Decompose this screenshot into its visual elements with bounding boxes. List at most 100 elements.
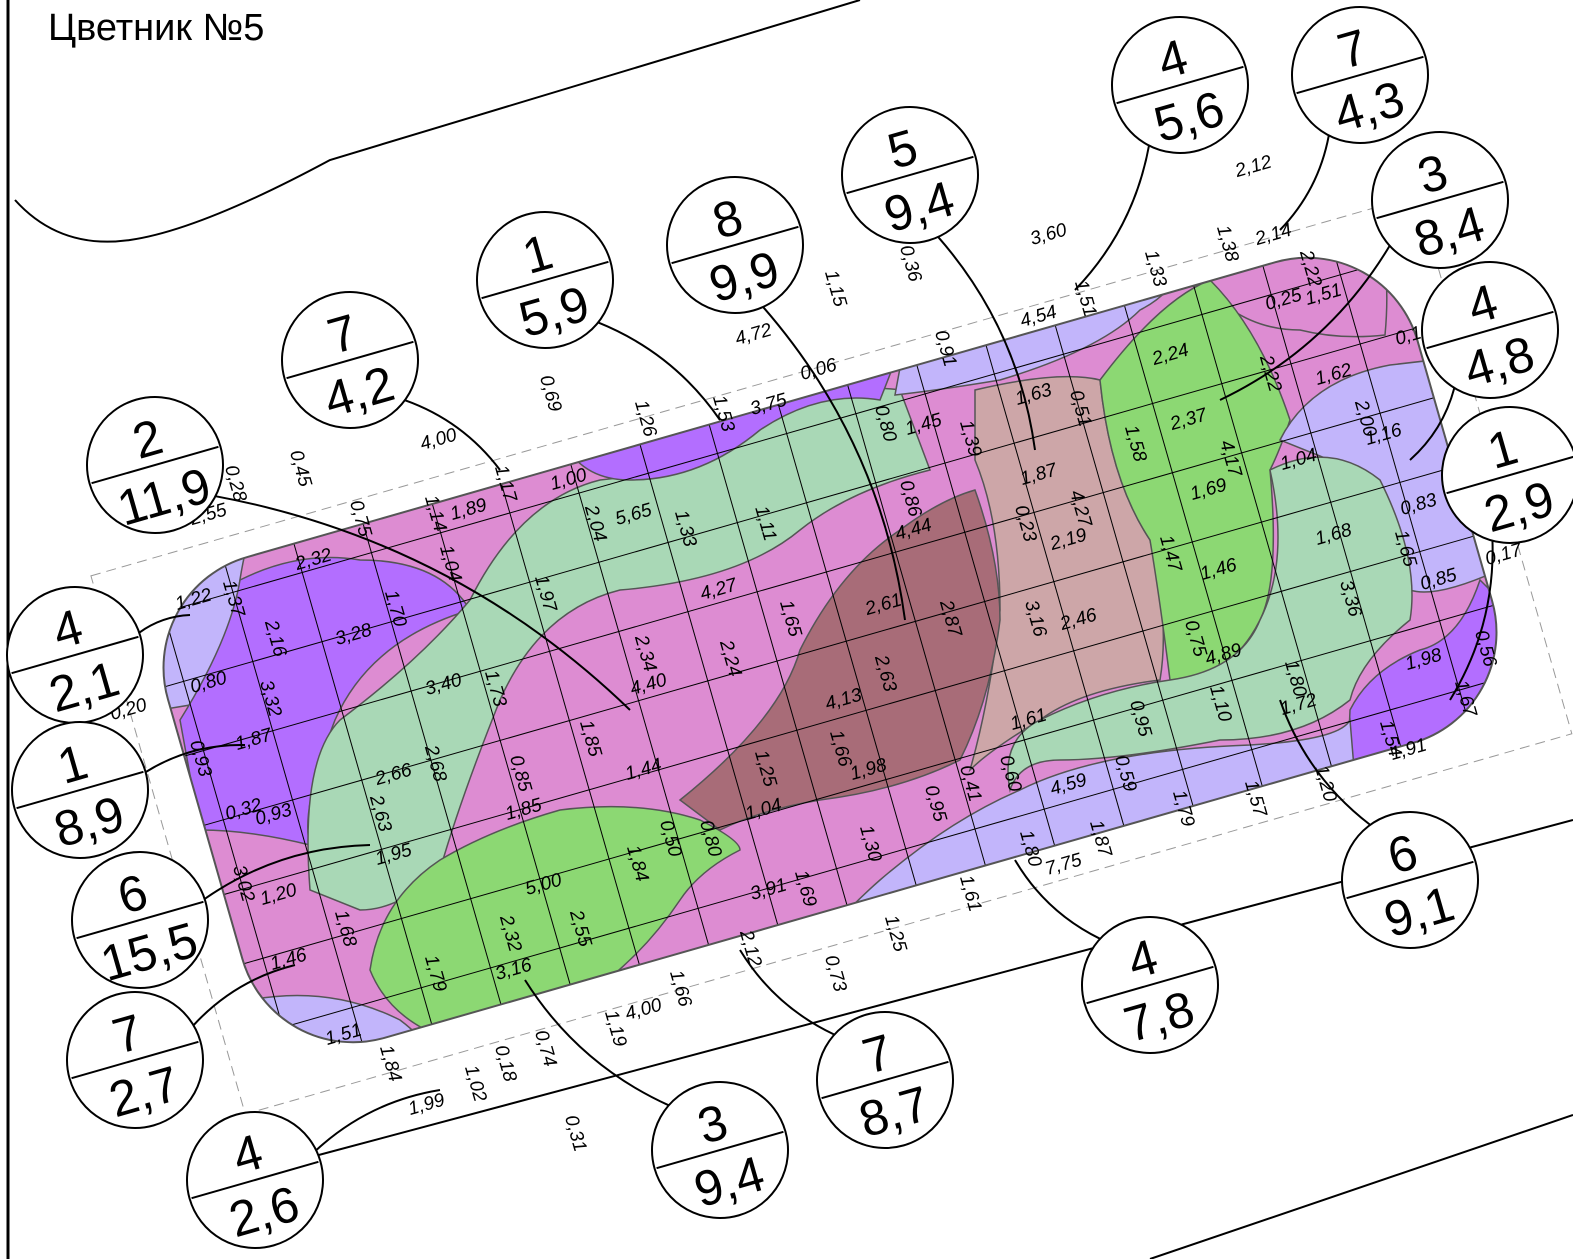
dimension-label: 4,72 xyxy=(733,319,775,349)
callout-divider xyxy=(481,260,609,300)
grid-line xyxy=(290,533,435,1035)
callout: 615,5 xyxy=(71,851,209,992)
planting-area xyxy=(1007,456,1413,793)
callout: 45,6 xyxy=(1111,16,1249,154)
leader-line xyxy=(1074,145,1150,291)
leader-line xyxy=(1219,245,1391,401)
callout: 72,7 xyxy=(66,991,204,1129)
grid-line xyxy=(136,256,1404,621)
callout: 89,9 xyxy=(666,176,804,314)
dimension-label: 2,12 xyxy=(735,927,766,970)
dimension-label: 1,15 xyxy=(820,268,850,310)
grid-line xyxy=(498,474,643,975)
callout-divider xyxy=(1086,965,1214,1005)
callout-divider xyxy=(71,1040,199,1080)
callout: 42,6 xyxy=(186,1111,324,1249)
callout: 18,9 xyxy=(11,721,149,859)
dimension-label: 1,61 xyxy=(955,873,985,914)
leader-line xyxy=(215,495,631,711)
dimension-label: 1,02 xyxy=(460,1063,490,1105)
leader-line xyxy=(1279,135,1330,231)
dimension-label: 1,33 xyxy=(1140,248,1170,290)
callout: 38,4 xyxy=(1371,131,1509,269)
callout: 12,9 xyxy=(1441,406,1573,544)
grid-line xyxy=(429,494,574,995)
dimension-label: 0,69 xyxy=(535,373,565,415)
dimension-label: 1,25 xyxy=(880,913,910,955)
leader-line xyxy=(404,399,501,471)
dimension-label: 1,51 xyxy=(1070,278,1100,319)
callout-divider xyxy=(76,900,204,940)
dimension-label: 1,99 xyxy=(406,1089,448,1119)
callout-divider xyxy=(671,225,799,265)
callout: 47,8 xyxy=(1081,916,1219,1054)
planting-area xyxy=(1099,279,1291,681)
grid-line xyxy=(1190,275,1335,777)
callout-divider xyxy=(1426,310,1554,350)
callout-divider xyxy=(91,445,219,485)
grid-line xyxy=(174,394,1444,760)
leader-line xyxy=(762,306,906,621)
grid-line xyxy=(567,454,712,955)
dimension-label: 4,00 xyxy=(623,994,665,1024)
callout-divider xyxy=(656,1130,784,1170)
leader-line xyxy=(145,743,246,773)
callout-divider xyxy=(16,770,144,810)
callout: 59,4 xyxy=(841,106,979,244)
callout-divider xyxy=(191,1160,319,1200)
path-edge xyxy=(14,0,861,243)
planting-grid xyxy=(136,236,1524,1070)
leader-line xyxy=(524,979,670,1107)
dimension-label: 0,31 xyxy=(560,1113,590,1154)
grid-line xyxy=(253,671,1524,1037)
leader-line xyxy=(192,964,296,1026)
grid-line xyxy=(359,514,505,1015)
grid-line xyxy=(194,463,1464,829)
dimension-label: 3,60 xyxy=(1028,219,1070,249)
grid-line xyxy=(152,573,297,1070)
callout: 15,9 xyxy=(476,211,614,349)
dimension-label: 1,38 xyxy=(1212,223,1242,265)
leader-line xyxy=(204,844,371,900)
callout-divider xyxy=(1296,55,1424,95)
grid-line xyxy=(1121,295,1266,796)
callout-divider xyxy=(1346,860,1474,900)
grid-line xyxy=(154,325,1424,691)
title: Цветник №5 xyxy=(48,7,264,49)
leader-line xyxy=(315,1089,441,1151)
dimension-label: 0,45 xyxy=(285,448,315,490)
dimension-label: 2,14 xyxy=(1252,220,1294,251)
dimension-label: 4,00 xyxy=(418,424,460,454)
grid-line xyxy=(913,355,1058,856)
dimension-label: 2,12 xyxy=(1232,151,1275,182)
callout-divider xyxy=(11,635,139,675)
grid-line xyxy=(221,553,366,1054)
planting-area xyxy=(678,489,1001,831)
leader-line xyxy=(937,236,1036,451)
dimension-label: 0,73 xyxy=(820,953,850,995)
grid-line xyxy=(636,434,782,935)
dimension-label: 1,66 xyxy=(665,968,695,1010)
callout-divider xyxy=(1376,180,1504,220)
grid-line xyxy=(234,602,1504,967)
callout-divider xyxy=(821,1060,949,1100)
callout-divider xyxy=(286,340,414,380)
grid-line xyxy=(1051,315,1197,816)
dimension-label: 0,74 xyxy=(530,1028,560,1069)
leader-line xyxy=(138,614,191,634)
callout-divider xyxy=(1446,455,1573,495)
grid-line xyxy=(705,414,851,915)
grid-line xyxy=(1259,256,1404,757)
callout: 74,3 xyxy=(1291,6,1429,144)
grid-line xyxy=(982,335,1128,836)
leader-line xyxy=(597,321,721,421)
dimension-label: 0,18 xyxy=(490,1043,520,1085)
leader-line xyxy=(739,949,835,1036)
callout-divider xyxy=(846,155,974,195)
leader-line xyxy=(1279,699,1371,826)
callout: 44,8 xyxy=(1421,261,1559,399)
grid-line xyxy=(775,394,920,896)
callout-divider xyxy=(1116,65,1244,105)
